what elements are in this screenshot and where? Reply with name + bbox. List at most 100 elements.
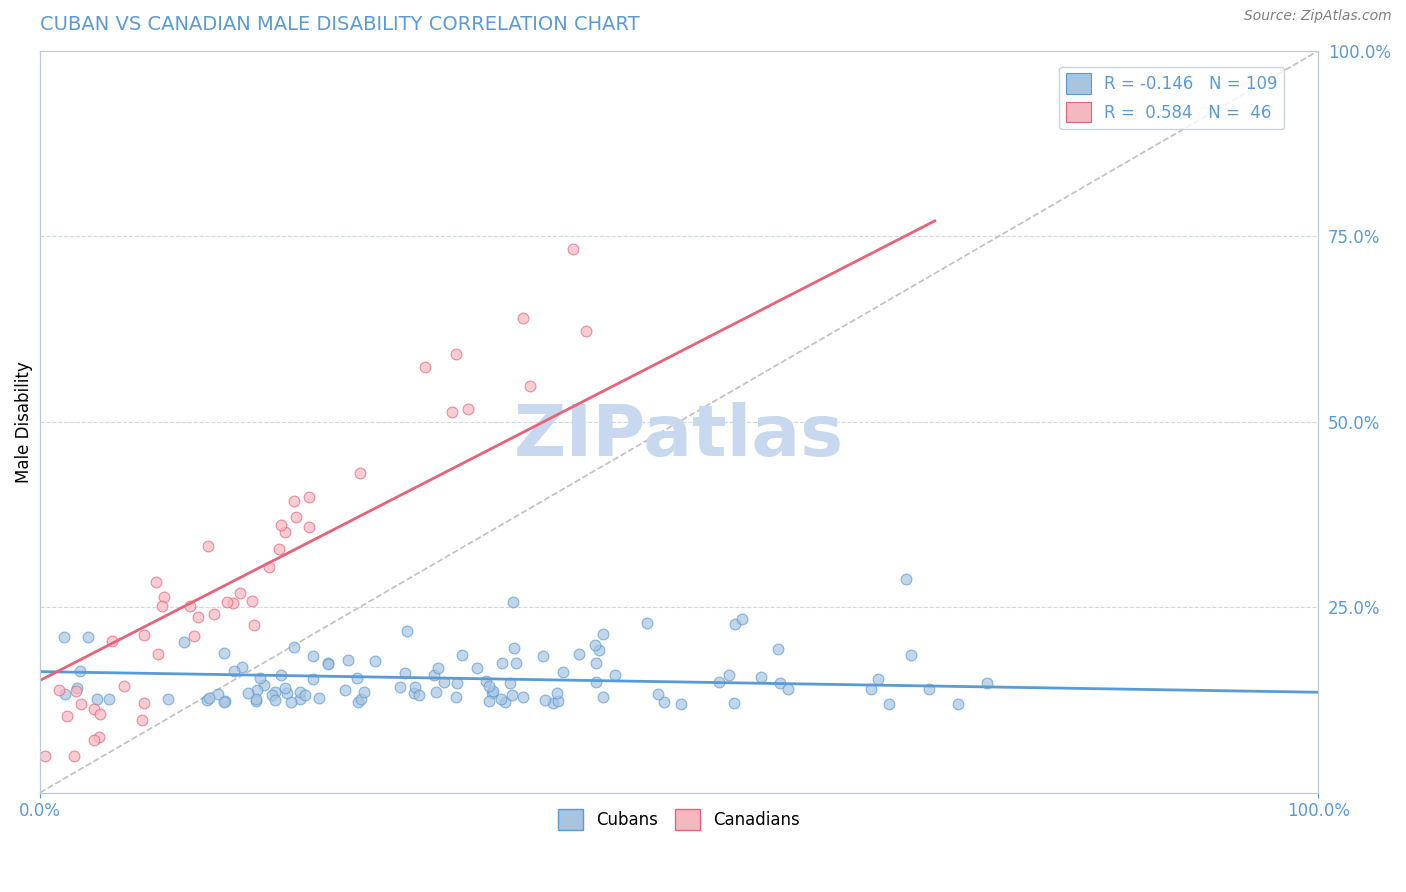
Point xyxy=(302,648,325,663)
Point xyxy=(547,693,569,707)
Point xyxy=(53,630,76,644)
Point xyxy=(179,599,201,614)
Point xyxy=(652,695,675,709)
Point xyxy=(647,687,669,701)
Point xyxy=(197,539,219,553)
Point xyxy=(868,672,890,686)
Point xyxy=(346,695,368,709)
Point xyxy=(575,324,598,338)
Text: CUBAN VS CANADIAN MALE DISABILITY CORRELATION CHART: CUBAN VS CANADIAN MALE DISABILITY CORREL… xyxy=(39,15,640,34)
Point xyxy=(65,683,87,698)
Point xyxy=(433,674,456,689)
Point xyxy=(156,691,179,706)
Point xyxy=(257,559,280,574)
Point xyxy=(534,693,557,707)
Point xyxy=(505,656,527,670)
Point xyxy=(70,698,93,712)
Point xyxy=(353,685,375,699)
Point xyxy=(283,640,305,654)
Point xyxy=(502,595,524,609)
Legend: Cubans, Canadians: Cubans, Canadians xyxy=(551,803,807,836)
Point xyxy=(592,626,614,640)
Point xyxy=(214,694,236,708)
Point xyxy=(89,730,111,744)
Point xyxy=(350,691,373,706)
Point xyxy=(489,691,512,706)
Point xyxy=(53,687,76,701)
Point xyxy=(153,590,176,604)
Point xyxy=(444,347,467,361)
Point xyxy=(100,633,122,648)
Point xyxy=(243,618,266,632)
Point xyxy=(207,687,229,701)
Point xyxy=(592,690,614,704)
Point xyxy=(425,685,447,699)
Point xyxy=(519,379,541,393)
Point xyxy=(212,695,235,709)
Point xyxy=(112,679,135,693)
Point xyxy=(302,673,325,687)
Point xyxy=(246,682,269,697)
Text: Source: ZipAtlas.com: Source: ZipAtlas.com xyxy=(1244,9,1392,23)
Point xyxy=(56,709,79,723)
Point xyxy=(478,679,501,693)
Point xyxy=(132,696,155,710)
Point xyxy=(481,686,503,700)
Point xyxy=(546,686,568,700)
Point xyxy=(531,649,554,664)
Point xyxy=(294,689,316,703)
Point xyxy=(568,647,591,661)
Point xyxy=(766,642,789,657)
Point xyxy=(288,692,311,706)
Point xyxy=(512,690,534,705)
Point xyxy=(276,686,298,700)
Point xyxy=(274,525,297,540)
Point xyxy=(83,702,105,716)
Point xyxy=(976,675,998,690)
Point xyxy=(918,681,941,696)
Point xyxy=(249,671,271,685)
Point xyxy=(284,509,307,524)
Point xyxy=(388,680,411,694)
Point xyxy=(288,684,311,698)
Point xyxy=(723,696,745,710)
Point xyxy=(859,682,882,697)
Point xyxy=(349,466,371,480)
Point xyxy=(98,691,121,706)
Point xyxy=(336,653,359,667)
Point xyxy=(150,599,173,613)
Point xyxy=(494,695,516,709)
Point xyxy=(475,673,498,688)
Point xyxy=(34,748,56,763)
Point xyxy=(145,574,167,589)
Point xyxy=(224,664,246,678)
Point xyxy=(427,661,450,675)
Point xyxy=(77,630,100,644)
Point xyxy=(588,643,610,657)
Point xyxy=(263,693,285,707)
Point xyxy=(583,638,606,652)
Point xyxy=(198,691,221,706)
Point xyxy=(512,310,534,325)
Point xyxy=(298,491,321,505)
Point xyxy=(482,684,505,698)
Point xyxy=(316,657,339,671)
Point xyxy=(440,405,463,419)
Point xyxy=(83,733,105,747)
Point xyxy=(270,518,292,533)
Point xyxy=(195,693,218,707)
Point xyxy=(280,695,302,709)
Point xyxy=(769,676,792,690)
Text: ZIPatlas: ZIPatlas xyxy=(515,402,844,471)
Point xyxy=(585,656,607,670)
Point xyxy=(69,664,91,678)
Y-axis label: Male Disability: Male Disability xyxy=(15,361,32,483)
Point xyxy=(541,696,564,710)
Point xyxy=(731,612,754,626)
Point xyxy=(395,624,418,638)
Point xyxy=(240,593,263,607)
Point xyxy=(451,648,474,662)
Point xyxy=(231,659,253,673)
Point xyxy=(173,635,195,649)
Point xyxy=(63,748,86,763)
